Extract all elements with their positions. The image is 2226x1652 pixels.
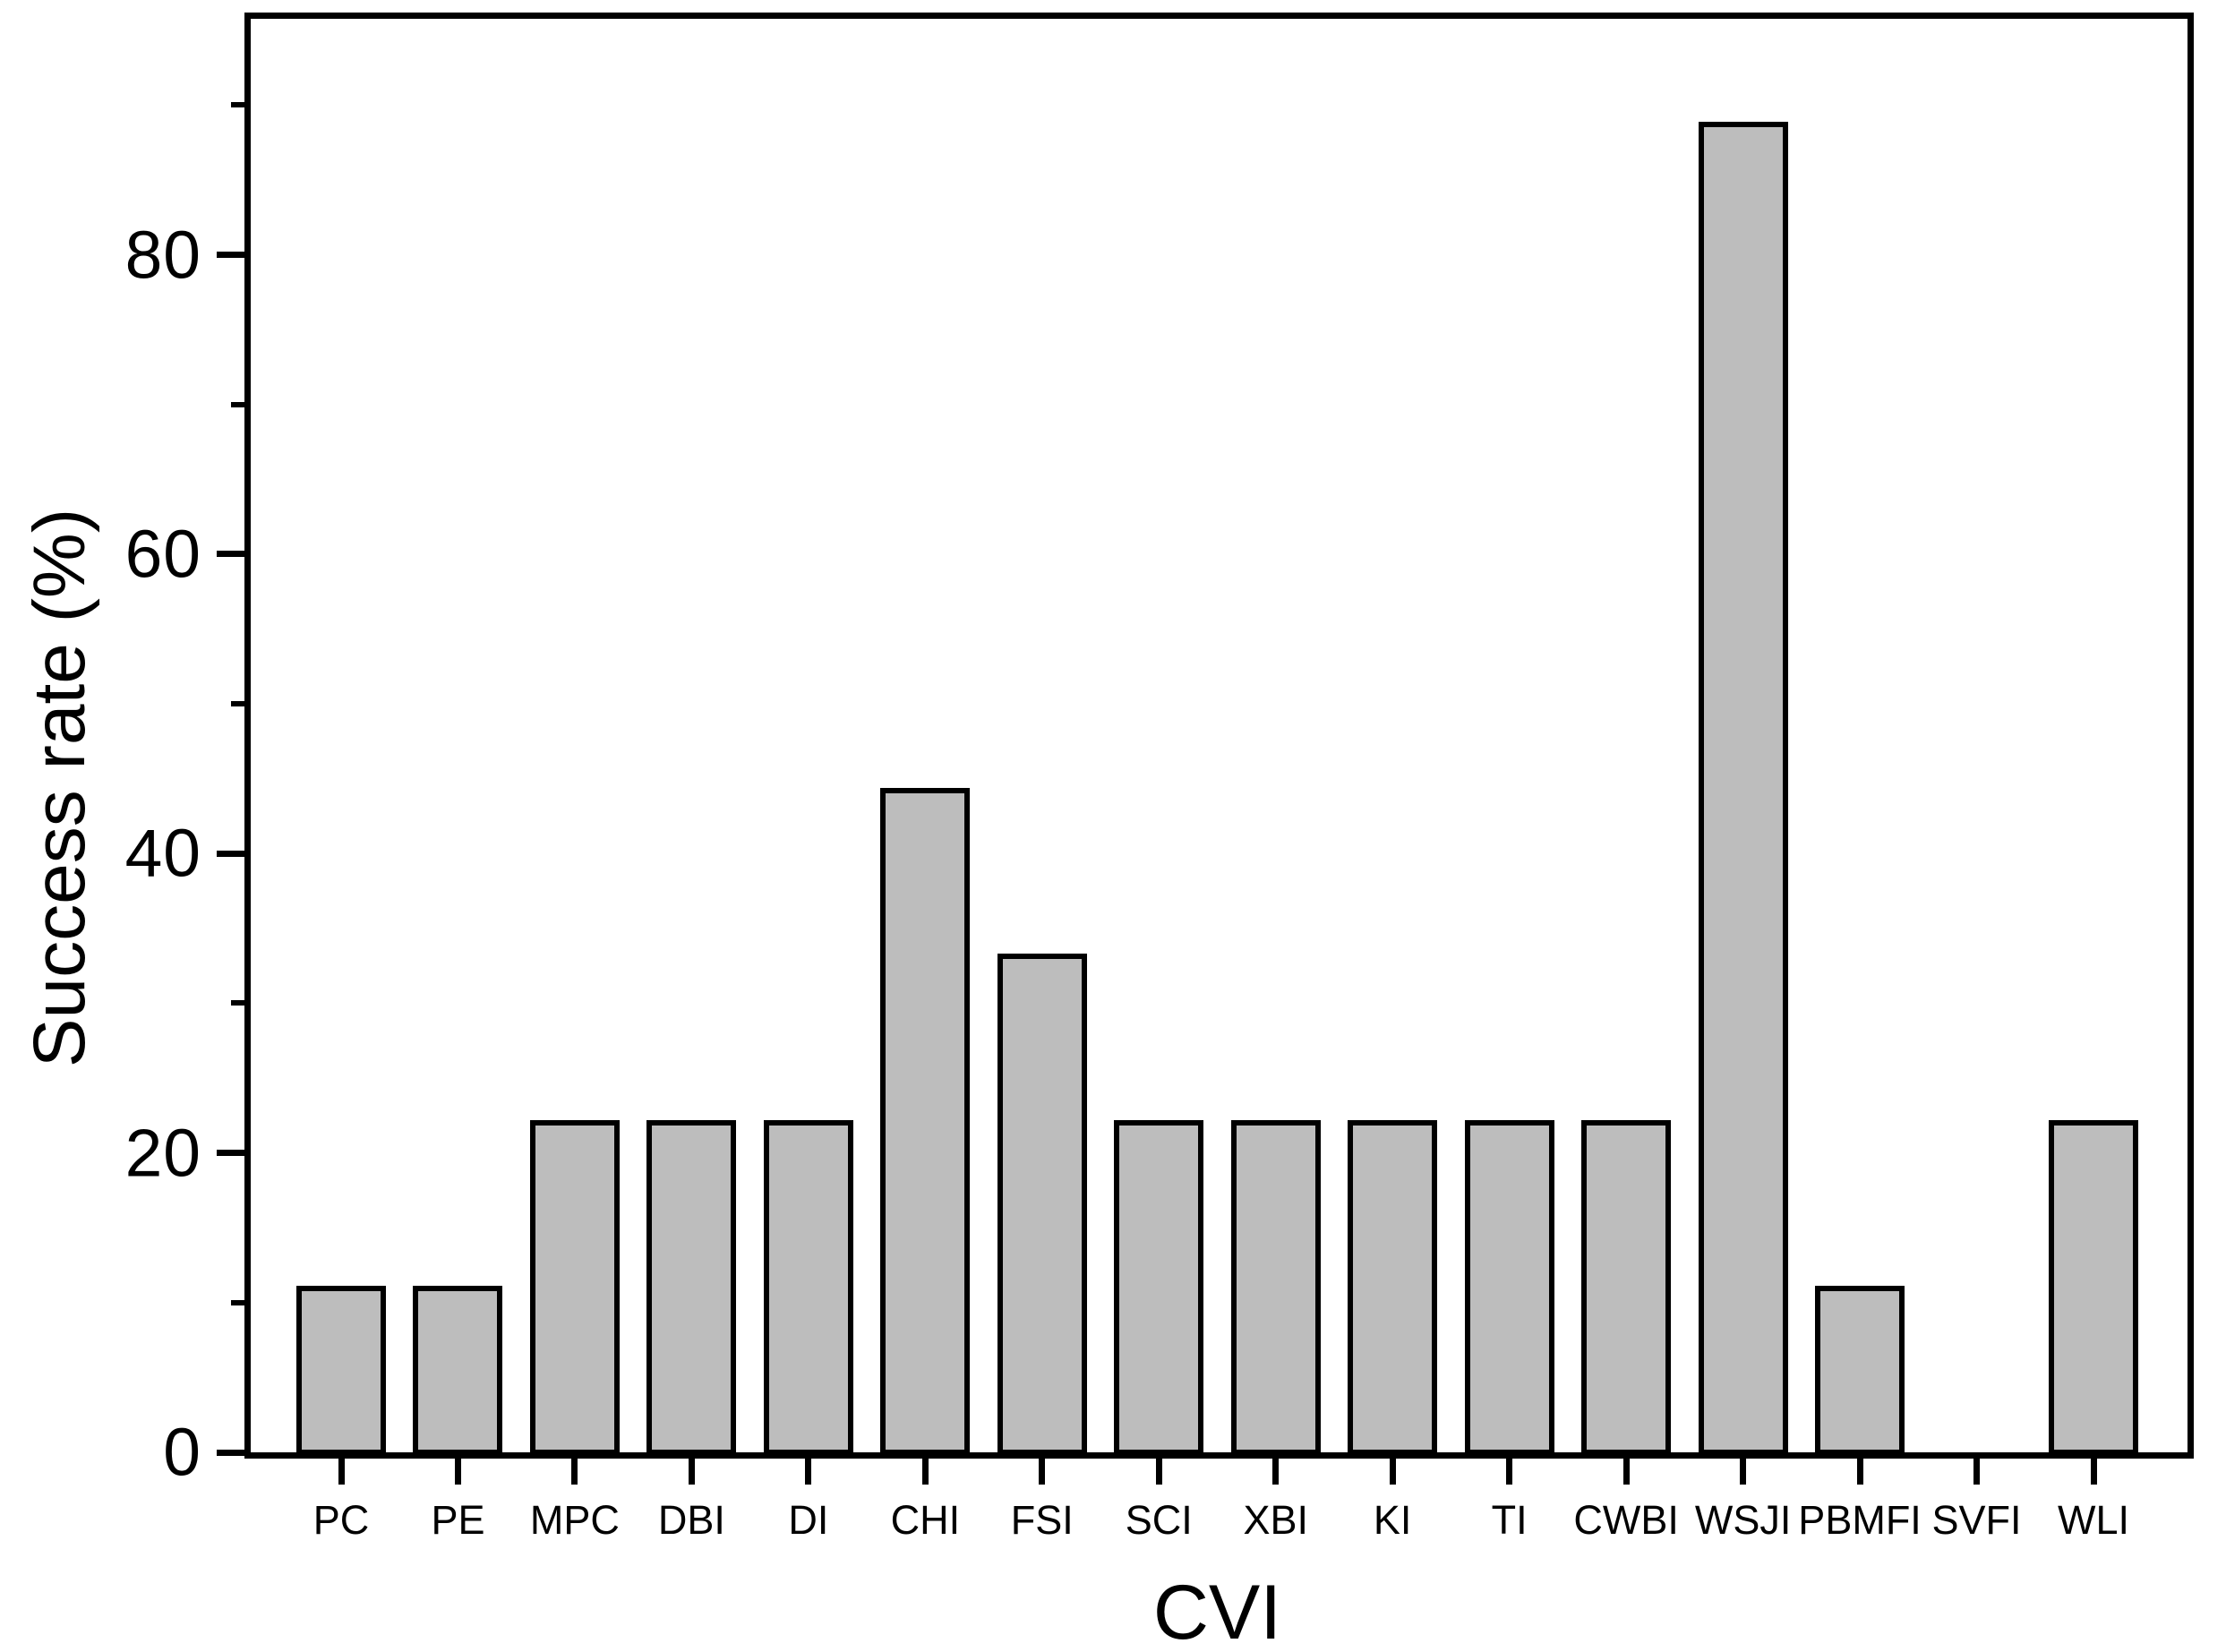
bar-fsi xyxy=(997,954,1087,1455)
bar-sci xyxy=(1114,1120,1204,1455)
x-tick xyxy=(1506,1456,1513,1485)
y-major-tick xyxy=(217,850,247,857)
bar-pc xyxy=(296,1286,386,1455)
y-tick-label: 60 xyxy=(124,516,201,592)
y-major-tick xyxy=(217,1150,247,1157)
y-minor-tick xyxy=(231,401,247,407)
y-major-tick xyxy=(217,1449,247,1456)
x-tick-label: PBMFI xyxy=(1798,1497,1922,1543)
x-tick-label: SCI xyxy=(1125,1497,1193,1543)
x-tick xyxy=(1389,1456,1396,1485)
x-tick-label: PC xyxy=(312,1497,370,1543)
y-minor-tick xyxy=(231,1299,247,1305)
x-tick-label: FSI xyxy=(1010,1497,1074,1543)
x-tick-label: WSJI xyxy=(1694,1497,1792,1543)
bar-dbi xyxy=(646,1120,737,1455)
y-axis-title: Success rate (%) xyxy=(19,508,100,1067)
x-tick xyxy=(1856,1456,1863,1485)
bar-cwbi xyxy=(1581,1120,1672,1455)
bar-ti xyxy=(1464,1120,1554,1455)
x-tick xyxy=(2090,1456,2097,1485)
y-tick-label: 0 xyxy=(163,1414,201,1490)
x-axis-title: CVI xyxy=(1152,1570,1282,1652)
x-tick-label: XBI xyxy=(1243,1497,1308,1543)
bar-pbmfi xyxy=(1815,1286,1905,1455)
x-tick xyxy=(338,1456,345,1485)
y-minor-tick xyxy=(231,102,247,108)
y-minor-tick xyxy=(231,1000,247,1006)
bar-wsji xyxy=(1698,122,1788,1455)
bar-pe xyxy=(413,1286,503,1455)
x-tick xyxy=(1155,1456,1162,1485)
x-tick xyxy=(805,1456,812,1485)
x-tick-label: SVFI xyxy=(1931,1497,2022,1543)
bar-xbi xyxy=(1230,1120,1321,1455)
x-tick xyxy=(688,1456,695,1485)
x-tick-label: PE xyxy=(431,1497,485,1543)
y-major-tick xyxy=(217,551,247,558)
x-tick xyxy=(1272,1456,1280,1485)
bar-mpc xyxy=(529,1120,620,1455)
y-tick-label: 80 xyxy=(124,217,201,292)
y-major-tick xyxy=(217,252,247,258)
x-tick xyxy=(1039,1456,1046,1485)
y-tick-label: 20 xyxy=(124,1115,201,1191)
x-tick-label: DBI xyxy=(657,1497,725,1543)
x-tick-label: CWBI xyxy=(1573,1497,1679,1543)
x-tick-label: MPC xyxy=(529,1497,620,1543)
y-tick-label: 40 xyxy=(124,815,201,891)
bar-wli xyxy=(2049,1120,2138,1455)
y-minor-tick xyxy=(231,701,247,707)
x-tick xyxy=(1622,1456,1630,1485)
x-tick-label: DI xyxy=(788,1497,829,1543)
x-tick xyxy=(454,1456,461,1485)
x-tick xyxy=(1740,1456,1747,1485)
x-tick xyxy=(571,1456,578,1485)
x-tick xyxy=(921,1456,929,1485)
x-tick-label: KI xyxy=(1373,1497,1412,1543)
bar-ki xyxy=(1348,1120,1438,1455)
x-tick-label: TI xyxy=(1491,1497,1528,1543)
x-tick xyxy=(1973,1456,1981,1485)
x-tick-label: CHI xyxy=(890,1497,961,1543)
bar-chi xyxy=(880,788,971,1455)
x-tick-label: WLI xyxy=(2057,1497,2130,1543)
bar-di xyxy=(763,1120,853,1455)
